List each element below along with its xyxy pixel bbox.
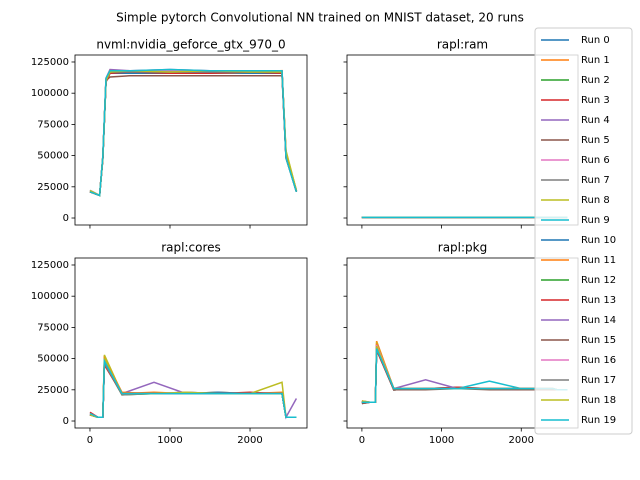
y-tick-label: 50000 [37,354,69,365]
subplot-title: nvml:nvidia_geforce_gtx_970_0 [96,38,285,52]
y-tick-label: 100000 [31,291,69,302]
legend-label: Run 13 [581,295,616,306]
x-tick-label: 1000 [157,435,182,446]
y-tick-label: 75000 [37,119,69,130]
axes-frame [74,54,308,226]
legend-label: Run 11 [581,255,616,266]
y-tick-label: 50000 [37,151,69,162]
plot-lines [89,68,298,197]
y-tick-label: 0 [63,416,69,427]
legend-label: Run 17 [581,375,616,386]
x-tick-label: 2000 [237,435,262,446]
legend-label: Run 14 [581,315,616,326]
legend-label: Run 18 [581,395,616,406]
legend-label: Run 2 [581,75,610,86]
legend-label: Run 4 [581,115,610,126]
subplot-title: rapl:pkg [438,241,487,255]
y-tick-label: 0 [63,213,69,224]
run-line [89,68,298,197]
figure-title: Simple pytorch Convolutional NN trained … [116,11,524,25]
legend-label: Run 3 [581,95,610,106]
y-tick-label: 125000 [31,57,69,68]
legend-label: Run 15 [581,335,616,346]
legend-label: Run 7 [581,175,610,186]
legend-label: Run 6 [581,155,610,166]
y-tick-label: 25000 [37,182,69,193]
legend-label: Run 10 [581,235,616,246]
legend-label: Run 12 [581,275,616,286]
legend-label: Run 0 [581,35,610,46]
x-tick-label: 2000 [509,435,534,446]
y-tick-label: 125000 [31,260,69,271]
x-tick-label: 0 [87,435,93,446]
y-tick-label: 25000 [37,385,69,396]
x-tick-label: 1000 [429,435,454,446]
legend-label: Run 19 [581,415,616,426]
plot-lines [89,354,298,420]
legend-label: Run 1 [581,55,610,66]
legend-label: Run 5 [581,135,610,146]
legend-label: Run 8 [581,195,610,206]
y-tick-label: 75000 [37,322,69,333]
legend-box [534,27,633,435]
axes-frame [74,257,308,429]
run-line [89,358,297,419]
subplot-title: rapl:ram [437,38,488,52]
x-tick-label: 0 [359,435,365,446]
y-tick-label: 100000 [31,88,69,99]
legend-label: Run 16 [581,355,616,366]
subplot-title: rapl:cores [161,241,221,255]
legend-label: Run 9 [581,215,610,226]
